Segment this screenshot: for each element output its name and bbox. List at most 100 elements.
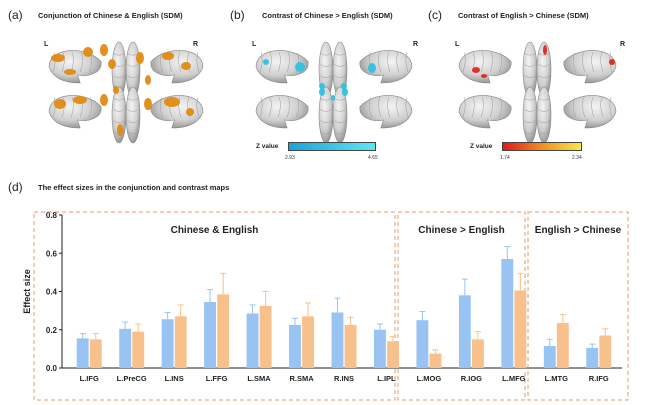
sulcus-line	[609, 97, 613, 118]
activation-blob-c	[481, 74, 487, 78]
x-tick-label: L.FFG	[206, 374, 228, 383]
x-tick-label: R.IOG	[461, 374, 482, 383]
sulcus-line	[600, 97, 604, 118]
colorbar-b	[288, 142, 376, 151]
sulcus-line	[52, 52, 56, 73]
brain-c-left-lateral	[458, 50, 512, 84]
sulcus-line	[296, 97, 299, 118]
bar	[174, 316, 187, 368]
activation-blob-a	[100, 44, 108, 56]
activation-blob-a	[64, 69, 76, 75]
sulcus-line	[369, 97, 372, 118]
hemisphere-left	[522, 86, 538, 144]
sulcus-line	[160, 97, 163, 118]
group-box	[33, 211, 396, 401]
sulcus-line	[320, 120, 346, 123]
sulcus-line	[582, 97, 586, 118]
brain-outline	[150, 50, 204, 84]
sulcus-line	[387, 97, 391, 118]
sulcus-line	[405, 52, 409, 73]
activation-blob-b	[295, 62, 305, 72]
activation-blob-c	[609, 59, 615, 65]
sulcus-line	[187, 52, 191, 73]
sulcus-line	[489, 52, 493, 73]
activation-blob-c	[543, 45, 547, 55]
bar	[119, 328, 132, 368]
sulcus-line	[286, 52, 290, 73]
sulcus-line	[591, 97, 595, 118]
sulcus-line	[524, 131, 550, 135]
activation-blob-a	[117, 124, 123, 136]
activation-blob-a	[186, 108, 194, 116]
panel-a-label: (a)	[8, 8, 23, 22]
sulcus-line	[196, 52, 200, 73]
brain-outline	[563, 50, 617, 84]
bar	[458, 295, 471, 368]
group-label: English > Chinese	[535, 225, 622, 236]
activation-blob-a	[113, 86, 119, 94]
sulcus-line	[378, 52, 382, 73]
y-tick-label: 0.2	[46, 326, 58, 335]
x-tick-label: L.MOG	[417, 374, 442, 383]
bar	[373, 329, 386, 368]
panel-a-title: Conjunction of Chinese & English (SDM)	[38, 11, 183, 20]
activation-blob-b	[342, 88, 348, 96]
bar	[514, 290, 527, 368]
sulcus-line	[387, 52, 391, 73]
sulcus-line	[277, 52, 281, 73]
panel-c-right-label: R	[620, 41, 626, 48]
sulcus-line	[320, 52, 346, 56]
x-tick-label: L.PreCG	[117, 374, 147, 383]
sulcus-line	[113, 75, 139, 78]
sulcus-line	[524, 75, 550, 78]
colorbar-c	[502, 142, 582, 151]
colorbar-c-max: 2.34	[572, 155, 582, 161]
sulcus-line	[499, 52, 502, 73]
group-label: Chinese & English	[171, 225, 259, 236]
bar	[217, 294, 230, 368]
x-tick-label: R.SMA	[289, 374, 314, 383]
sulcus-line	[178, 52, 182, 73]
brain-b-left-medial	[255, 95, 309, 129]
brain-c-right-lateral	[563, 50, 617, 84]
bar	[302, 316, 315, 368]
bar	[344, 324, 357, 368]
sulcus-line	[113, 109, 139, 112]
colorbar-b-min: 2.93	[285, 155, 295, 161]
panel-b-left-label: L	[252, 41, 257, 48]
brain-outline	[150, 95, 204, 129]
sulcus-line	[591, 52, 595, 73]
colorbar-c-min: 1.74	[500, 155, 510, 161]
x-tick-label: R.IFG	[589, 374, 609, 383]
bar	[246, 313, 259, 368]
brain-b-left-lateral	[255, 50, 309, 84]
sulcus-line	[480, 97, 484, 118]
group-box	[527, 211, 629, 401]
bar	[132, 331, 145, 368]
bar	[429, 353, 442, 368]
panel-d-title: The effect sizes in the conjunction and …	[38, 183, 230, 192]
bar	[501, 258, 514, 368]
bar	[471, 339, 484, 368]
effect-size-chart: 0.0 0.2 0.4 0.6 0.8 Effect size Chinese & Engl…	[22, 211, 629, 401]
bar	[586, 347, 599, 368]
activation-blob-a	[144, 98, 152, 110]
bar	[416, 320, 429, 368]
sulcus-line	[286, 97, 290, 118]
brain-a-right-lateral	[150, 50, 204, 84]
brain-outline	[458, 50, 512, 84]
x-tick-label: R.INS	[334, 374, 354, 383]
sulcus-line	[396, 97, 400, 118]
activation-blob-a	[100, 94, 108, 106]
sulcus-line	[61, 52, 65, 73]
sulcus-line	[480, 52, 484, 73]
sulcus-line	[268, 97, 272, 118]
sulcus-line	[196, 97, 200, 118]
activation-blob-a	[51, 54, 65, 62]
sulcus-line	[277, 97, 281, 118]
colorbar-c-label: Z value	[470, 143, 493, 150]
bar	[599, 335, 612, 368]
sulcus-line	[113, 120, 139, 123]
y-tick-label: 0.4	[46, 288, 58, 297]
sulcus-line	[79, 52, 83, 73]
